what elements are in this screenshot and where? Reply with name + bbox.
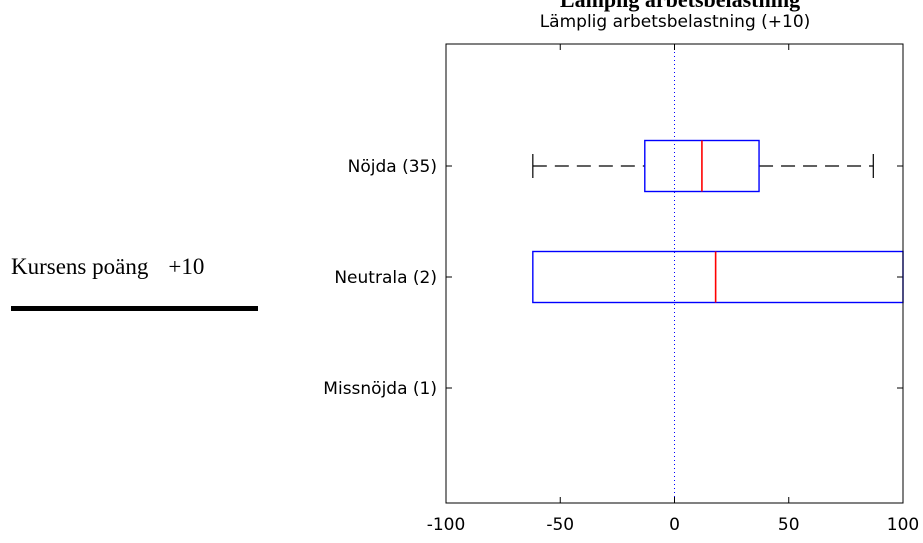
x-tick-label: 50 [778, 515, 800, 535]
iqr-box [532, 250, 904, 304]
plot-frame [445, 43, 904, 504]
credits-label-text: Kursens poäng [11, 254, 149, 279]
category-label: Nöjda (35) [348, 157, 437, 177]
cut-off-heading: Lämplig arbetsbelastning [500, 0, 860, 13]
plot-area: -100 -50 0 50 100 Nöjda (35) Neutrala (2) Missn… [323, 44, 919, 535]
category-label: Neutrala (2) [334, 268, 437, 288]
x-tick-label: -100 [427, 515, 466, 535]
x-tick-label: 0 [669, 515, 680, 535]
x-tick-label: 100 [887, 515, 919, 535]
x-tick-label: -50 [546, 515, 574, 535]
credits-underline [11, 306, 258, 311]
credits-value: +10 [168, 254, 205, 279]
credits-label: Kursens poäng +10 [11, 254, 204, 280]
category-label: Missnöjda (1) [323, 379, 437, 399]
chart-title: Lämplig arbetsbelastning (+10) [540, 12, 811, 32]
